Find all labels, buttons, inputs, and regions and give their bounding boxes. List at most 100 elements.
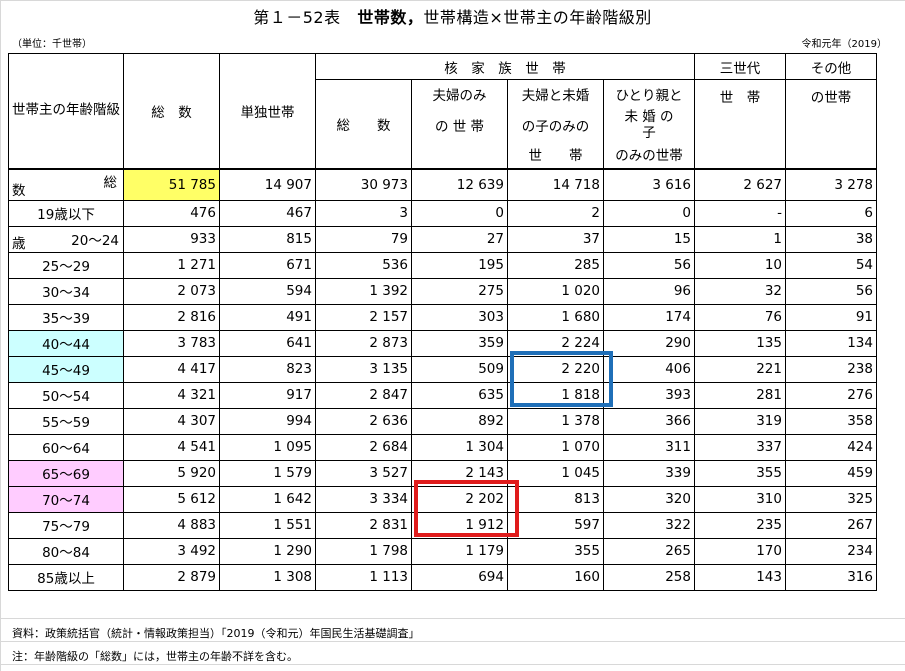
cell-other: 6 — [785, 199, 877, 227]
cell-single: 641 — [219, 329, 316, 357]
cell-three-gen: 1 — [694, 225, 786, 253]
cell-couple: 0 — [411, 199, 508, 227]
header-nuclear-total: 総 数 — [315, 78, 412, 170]
cell-single-parent: 15 — [603, 225, 695, 253]
cell-total: 4 307 — [123, 407, 220, 435]
cell-nuc-total: 1 113 — [315, 563, 412, 591]
cell-nuc-total: 3 — [315, 199, 412, 227]
cell-single: 1 642 — [219, 485, 316, 513]
cell-other: 424 — [785, 433, 877, 461]
cell-single: 994 — [219, 407, 316, 435]
header-single-parent-2: 未 婚 の — [624, 108, 674, 125]
cell-couple: 12 639 — [411, 168, 508, 201]
cell-three-gen: 170 — [694, 537, 786, 565]
cell-three-gen: 135 — [694, 329, 786, 357]
table-row: 50～54 4 321 917 2 847 635 1 818 393 281 276 — [8, 381, 877, 409]
header-three-gen-2: 世 帯 — [694, 78, 786, 170]
age-cell: 50～54 — [8, 381, 124, 409]
cell-nuc-total: 2 831 — [315, 511, 412, 539]
cell-total: 2 073 — [123, 277, 220, 305]
cell-other: 38 — [785, 225, 877, 253]
cell-single-parent: 320 — [603, 485, 695, 513]
cell-nuc-total: 3 135 — [315, 355, 412, 383]
era-label: 令和元年（2019） — [801, 39, 887, 50]
age-cell: 19歳以下 — [8, 199, 124, 227]
header-couple-children-2: の子のみの — [507, 108, 604, 141]
cell-single-parent: 174 — [603, 303, 695, 331]
cell-other: 238 — [785, 355, 877, 383]
cell-single: 1 308 — [219, 563, 316, 591]
cell-total: 933 — [123, 225, 220, 253]
cell-total: 51 785 — [123, 168, 220, 201]
cell-three-gen: 281 — [694, 381, 786, 409]
cell-single: 594 — [219, 277, 316, 305]
header-couple-children-3: 世 帯 — [507, 140, 604, 170]
cell-couple-child: 597 — [507, 511, 604, 539]
cell-other: 459 — [785, 459, 877, 487]
header-single: 単独世帯 — [219, 52, 316, 170]
cell-couple: 635 — [411, 381, 508, 409]
cell-other: 54 — [785, 251, 877, 279]
title-prefix: 第１－52表 — [253, 8, 341, 27]
table-row: 30～34 2 073 594 1 392 275 1 020 96 32 56 — [8, 277, 877, 305]
cell-single-parent: 366 — [603, 407, 695, 435]
cell-single-parent: 56 — [603, 251, 695, 279]
cell-three-gen: 235 — [694, 511, 786, 539]
cell-three-gen: 319 — [694, 407, 786, 435]
cell-single: 491 — [219, 303, 316, 331]
age-cell: 25～29 — [8, 251, 124, 279]
table-row: 60～64 4 541 1 095 2 684 1 304 1 070 311 337 424 — [8, 433, 877, 461]
age-cell: 75～79 — [8, 511, 124, 539]
header-other-1: その他 — [785, 53, 877, 80]
age-20-24-b: 歳 — [12, 235, 26, 252]
cell-total: 4 321 — [123, 381, 220, 409]
age-cell: 80～84 — [8, 537, 124, 565]
cell-single-parent: 339 — [603, 459, 695, 487]
table-row: 80～84 3 492 1 290 1 798 1 179 355 265 170 234 — [8, 537, 877, 565]
cell-nuc-total: 1 392 — [315, 277, 412, 305]
cell-single: 1 551 — [219, 511, 316, 539]
gridline — [0, 641, 905, 642]
cell-total: 4 541 — [123, 433, 220, 461]
cell-couple: 275 — [411, 277, 508, 305]
cell-single-parent: 393 — [603, 381, 695, 409]
cell-other: 3 278 — [785, 168, 877, 201]
cell-couple-child: 1 020 — [507, 277, 604, 305]
table-title: 第１－52表 世帯数，世帯構造×世帯主の年齢階級別 — [0, 4, 905, 28]
cell-total: 476 — [123, 199, 220, 227]
title-rest: 世帯構造×世帯主の年齢階級別 — [423, 8, 652, 27]
cell-nuc-total: 2 157 — [315, 303, 412, 331]
cell-nuc-total: 1 798 — [315, 537, 412, 565]
cell-single: 671 — [219, 251, 316, 279]
cell-single: 467 — [219, 199, 316, 227]
header-total: 総 数 — [123, 52, 220, 170]
total-label-b: 数 — [12, 182, 26, 199]
cell-other: 234 — [785, 537, 877, 565]
cell-single-parent: 290 — [603, 329, 695, 357]
cell-other: 56 — [785, 277, 877, 305]
footnote: 注：年齢階級の「総数」には，世帯主の年齢不詳を含む。 — [12, 650, 298, 663]
table-row: 40～44 3 783 641 2 873 359 2 224 290 135 134 — [8, 329, 877, 357]
age-cell: 35～39 — [8, 303, 124, 331]
header-couple-children-1: 夫婦と未婚 — [507, 79, 604, 109]
cell-nuc-total: 2 636 — [315, 407, 412, 435]
table-row: 85歳以上 2 879 1 308 1 113 694 160 258 143 316 — [8, 563, 877, 591]
gridline — [0, 618, 905, 619]
cell-single-parent: 265 — [603, 537, 695, 565]
cell-total: 2 879 — [123, 563, 220, 591]
cell-nuc-total: 2 847 — [315, 381, 412, 409]
table-row: 45～49 4 417 823 3 135 509 2 220 406 221 238 — [8, 355, 877, 383]
age-cell: 70～74 — [8, 485, 124, 513]
cell-couple: 27 — [411, 225, 508, 253]
cell-nuc-total: 30 973 — [315, 168, 412, 201]
cell-nuc-total: 79 — [315, 225, 412, 253]
cell-three-gen: 2 627 — [694, 168, 786, 201]
cell-other: 358 — [785, 407, 877, 435]
cell-couple-child: 37 — [507, 225, 604, 253]
cell-single: 14 907 — [219, 168, 316, 201]
table-row: 55～59 4 307 994 2 636 892 1 378 366 319 358 — [8, 407, 877, 435]
cell-couple: 1 304 — [411, 433, 508, 461]
cell-couple-child: 1 070 — [507, 433, 604, 461]
cell-total: 5 920 — [123, 459, 220, 487]
cell-total: 5 612 — [123, 485, 220, 513]
